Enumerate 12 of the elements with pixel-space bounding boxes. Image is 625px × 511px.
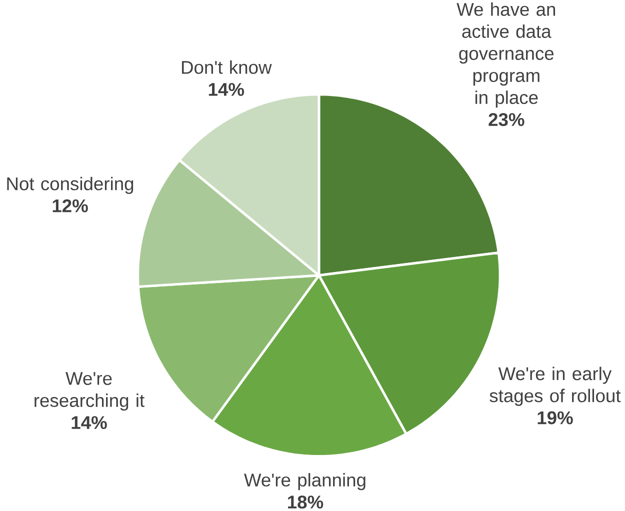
slice-label: We have an active data governance program in place <box>456 2 556 108</box>
slice-label: Not considering <box>7 176 134 194</box>
slice-label: We're researching it <box>34 372 144 411</box>
slice-label: We're in early stages of rollout <box>490 366 621 406</box>
data-label: 14% <box>208 82 244 96</box>
data-label: 19% <box>538 411 573 424</box>
slice-label: Don't know <box>182 60 272 74</box>
data-label: 12% <box>52 199 88 212</box>
data-label: 18% <box>288 496 324 509</box>
slice-label: We're planning <box>244 473 366 490</box>
data-label: 23% <box>488 113 524 126</box>
data-label: 14% <box>72 416 107 430</box>
